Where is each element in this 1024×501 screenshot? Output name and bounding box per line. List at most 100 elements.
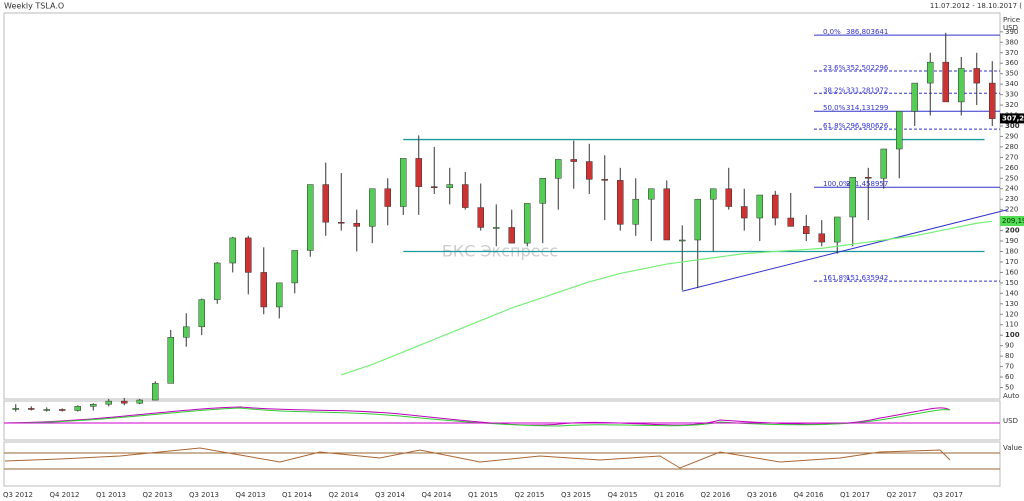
candle-body <box>229 237 236 264</box>
candle-body <box>865 176 872 179</box>
trendline <box>682 209 1008 292</box>
candle-body <box>880 148 887 179</box>
candle-body <box>462 184 469 208</box>
fib-level: 50,0% <box>823 104 846 112</box>
candle-body <box>307 184 314 251</box>
candle-body <box>648 188 655 200</box>
x-tick-label: Q2 2017 <box>886 491 916 499</box>
y-tick-label: 320 <box>1005 101 1018 109</box>
candle-body <box>539 178 546 204</box>
y-tick-label: 160 <box>1005 268 1018 276</box>
fib-level: 161,8% <box>823 274 850 282</box>
x-tick-label: Q1 2015 <box>468 491 498 499</box>
candle-body <box>121 400 128 404</box>
candle-body <box>322 184 329 223</box>
fib-level: 61,8% <box>823 122 846 130</box>
y-tick-label: 220 <box>1005 206 1018 214</box>
candle-body <box>384 188 391 207</box>
axis-title: Price <box>1003 16 1020 24</box>
y-tick-label: 190 <box>1005 237 1018 245</box>
candle-body <box>43 409 50 411</box>
candle-body <box>958 68 965 103</box>
candle-body <box>28 408 35 410</box>
title: Weekly TSLA.O <box>4 2 64 11</box>
y-tick-label: 120 <box>1005 310 1018 318</box>
x-tick-label: Q3 2012 <box>3 491 33 499</box>
fib-price: 386,803641 <box>846 28 888 36</box>
x-tick-label: Q4 2016 <box>793 491 824 499</box>
fib-price: 296,980626 <box>846 122 889 130</box>
candle-body <box>508 227 515 244</box>
candle-body <box>741 206 748 219</box>
candle-body <box>260 272 267 308</box>
indicator-panel <box>3 441 1001 487</box>
ma-last: 209,19 <box>1002 217 1024 225</box>
fib-level: 0,0% <box>823 28 841 36</box>
y-tick-label: 390 <box>1005 28 1018 36</box>
candle-body <box>803 226 810 234</box>
auto-button[interactable]: Auto <box>1003 392 1019 400</box>
y-tick-label: 240 <box>1005 185 1018 193</box>
x-tick-label: Q3 2017 <box>933 491 963 499</box>
candle-body <box>74 406 81 411</box>
y-tick-label: 200 <box>1005 227 1020 235</box>
candle-body <box>400 158 407 207</box>
y-tick-label: 260 <box>1005 164 1018 172</box>
y-tick-label: 150 <box>1005 279 1018 287</box>
candle-body <box>276 282 283 308</box>
candle-body <box>710 188 717 200</box>
indicator-panel <box>3 400 1001 441</box>
candle-body <box>90 403 97 407</box>
candle-body <box>353 223 360 227</box>
candle-body <box>849 176 856 218</box>
candle-body <box>183 326 190 338</box>
y-tick-label: 280 <box>1005 143 1018 151</box>
y-tick-label: 80 <box>1005 352 1014 360</box>
y-tick-label: 350 <box>1005 70 1018 78</box>
candle-body <box>446 184 453 188</box>
candle-body <box>477 207 484 228</box>
x-tick-label: Q3 2013 <box>189 491 219 499</box>
candle-body <box>586 161 593 180</box>
candle-body <box>152 383 159 401</box>
price-panel <box>3 12 1001 400</box>
y-tick-label: 110 <box>1005 321 1018 329</box>
fib-level: 38,2% <box>823 86 846 94</box>
candle-body <box>973 68 980 84</box>
last-price-box <box>1000 113 1024 124</box>
y-tick-label: 50 <box>1005 383 1014 391</box>
x-tick-label: Q2 2014 <box>328 491 359 499</box>
candle-body <box>787 217 794 227</box>
candle-body <box>834 216 841 243</box>
y-tick-label: 90 <box>1005 342 1014 350</box>
candle-body <box>694 198 701 241</box>
candle-body <box>431 186 438 188</box>
y-tick-label: 340 <box>1005 80 1018 88</box>
x-tick-label: Q4 2014 <box>421 491 452 499</box>
fib-price: 314,131299 <box>846 104 888 112</box>
rsi-line <box>4 447 951 469</box>
candle-body <box>198 299 205 328</box>
y-tick-label: 130 <box>1005 300 1018 308</box>
x-tick-label: Q4 2013 <box>235 491 265 499</box>
axis-unit: USD <box>1003 417 1018 425</box>
candle-body <box>59 409 66 411</box>
candle-body <box>369 188 376 227</box>
candle-body <box>725 188 732 207</box>
x-tick-label: Q1 2013 <box>96 491 126 499</box>
last-price: 307,250 <box>1002 114 1024 122</box>
x-tick-label: Q1 2017 <box>840 491 870 499</box>
candle-body <box>214 262 221 300</box>
y-tick-label: 290 <box>1005 132 1018 140</box>
axis-unit: USD <box>1003 24 1018 32</box>
fib-level: 23,6% <box>823 64 846 72</box>
range: 11.07.2012 - 18.10.2017 ( <box>930 2 1022 10</box>
moving-average <box>341 220 993 376</box>
candle-body <box>555 159 562 179</box>
candle-body <box>818 233 825 243</box>
candle-body <box>927 61 934 84</box>
candle-body <box>493 227 500 229</box>
y-tick-label: 360 <box>1005 59 1018 67</box>
